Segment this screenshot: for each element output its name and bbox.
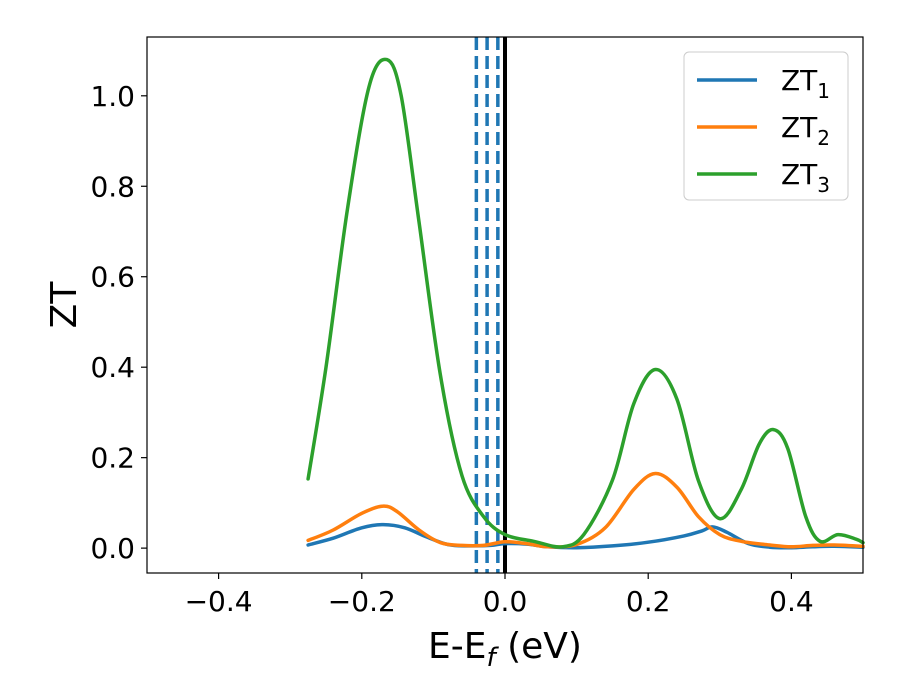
y-tick-label: 0.4 [90, 351, 135, 384]
series-line-zt1 [306, 522, 865, 550]
x-tick-label: −0.4 [185, 585, 253, 618]
reference-lines [474, 37, 507, 573]
x-axis-label-main: E-E [428, 626, 486, 667]
series-group [306, 57, 865, 550]
legend-entry: ZT1 [781, 64, 830, 103]
y-tick-label: 1.0 [90, 80, 135, 113]
legend-entry: ZT2 [781, 111, 830, 150]
x-tick-label: −0.2 [328, 585, 396, 618]
y-tick-label: 0.0 [90, 532, 135, 565]
series-line-zt3 [306, 57, 865, 549]
y-axis-label: ZT [44, 281, 85, 329]
series-line-zt2 [306, 471, 865, 549]
x-tick-label: 0.2 [626, 585, 671, 618]
y-tick-label: 0.8 [90, 170, 135, 203]
y-tick-label: 0.6 [90, 261, 135, 294]
x-axis: −0.4 −0.2 0.0 0.2 0.4 [185, 573, 814, 618]
y-tick-label: 0.2 [90, 442, 135, 475]
x-tick-label: 0.4 [769, 585, 814, 618]
y-axis: 0.0 0.2 0.4 0.6 0.8 1.0 [90, 80, 147, 565]
legend-box [683, 51, 849, 201]
x-tick-label: 0.0 [483, 585, 528, 618]
legend-entry: ZT3 [781, 158, 830, 197]
legend: ZT1 ZT2 ZT3 [683, 51, 849, 201]
x-axis-label-unit: (eV) [496, 626, 582, 667]
x-axis-label: E-Ef (eV) [428, 626, 582, 673]
